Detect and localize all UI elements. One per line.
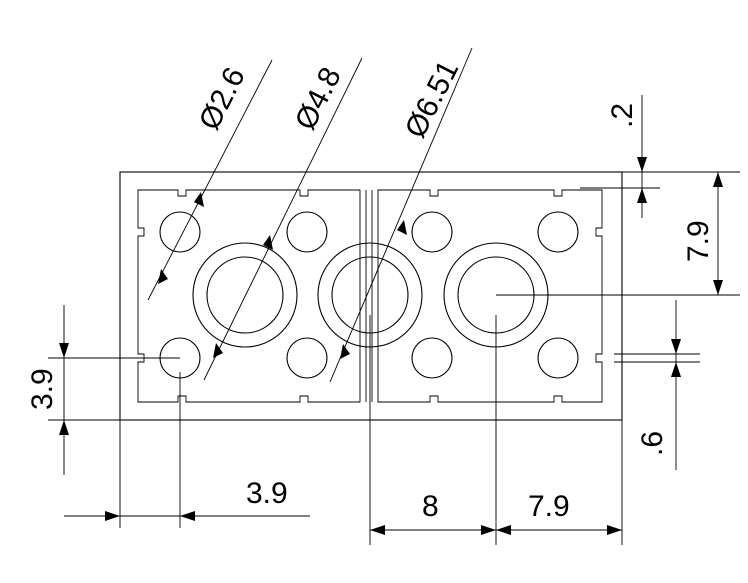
diameter-leaders bbox=[147, 47, 473, 383]
dimension-left-height bbox=[48, 305, 180, 475]
dimension-diameter-medium: Ø4.8 bbox=[289, 62, 348, 135]
part-outline bbox=[119, 171, 623, 421]
dimension-diameter-large: Ø6.51 bbox=[399, 55, 466, 143]
dimension-right-height bbox=[496, 172, 740, 296]
dimension-right-height-label: 7.9 bbox=[682, 220, 715, 262]
dimension-bottom-left bbox=[64, 372, 310, 528]
dimension-top-offset bbox=[580, 95, 740, 218]
dimension-right-gap bbox=[614, 300, 700, 470]
dimension-diameter-small: Ø2.6 bbox=[193, 62, 252, 135]
large-bosses bbox=[192, 242, 549, 348]
dimension-bottom-left-label: 3.9 bbox=[246, 477, 288, 510]
small-holes bbox=[159, 211, 579, 379]
dimension-left-height-label: 3.9 bbox=[26, 368, 59, 410]
dimension-top-offset-label: .2 bbox=[606, 103, 639, 128]
dimension-right-gap-label: .6 bbox=[636, 431, 669, 456]
dimension-bottom-right-label: 7.9 bbox=[528, 490, 570, 523]
dimension-bottom-mid-label: 8 bbox=[422, 490, 439, 523]
dimension-bottom-right bbox=[369, 315, 623, 545]
